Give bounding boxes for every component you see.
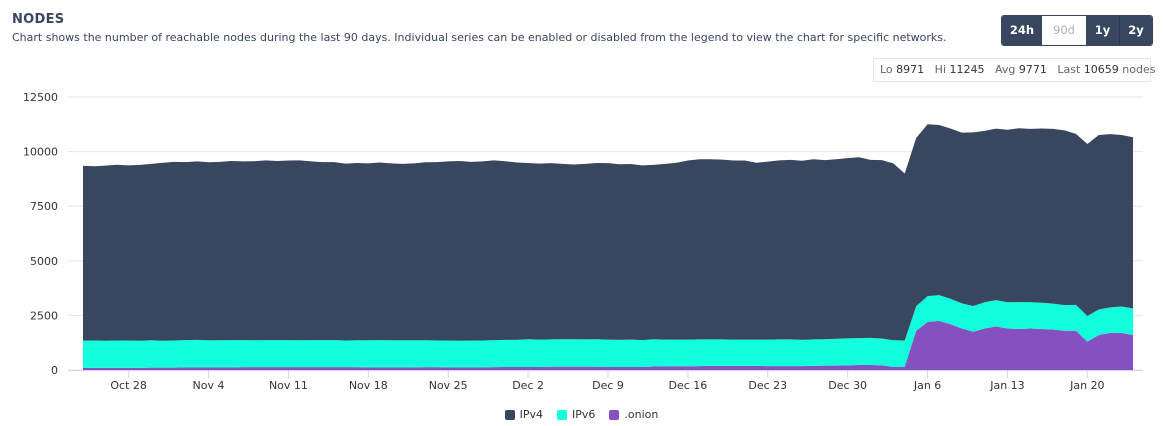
range-90d-button[interactable]: 90d: [1042, 16, 1086, 45]
legend-item-onion[interactable]: .onion: [609, 408, 658, 421]
legend-label-ipv4: IPv4: [519, 408, 544, 421]
stat-last-label: Last: [1057, 63, 1081, 76]
chart-description: Chart shows the number of reachable node…: [12, 31, 947, 44]
area-ipv4: [83, 124, 1133, 341]
range-2y-button[interactable]: 2y: [1119, 16, 1152, 45]
legend-label-ipv6: IPv6: [572, 408, 596, 421]
y-tick-label: 10000: [23, 146, 58, 159]
x-tick-label: Dec 2: [512, 379, 544, 392]
range-1y-button[interactable]: 1y: [1086, 16, 1119, 45]
legend-item-ipv4[interactable]: IPv4: [504, 408, 544, 421]
legend-label-onion: .onion: [624, 408, 659, 421]
stat-lo-label: Lo: [880, 63, 893, 76]
x-tick-label: Jan 20: [1069, 379, 1104, 392]
y-tick-label: 0: [51, 364, 58, 377]
y-tick-label: 2500: [30, 309, 58, 322]
x-tick-label: Nov 18: [349, 379, 388, 392]
range-24h-button[interactable]: 24h: [1002, 16, 1042, 45]
x-tick-label: Nov 11: [269, 379, 308, 392]
y-tick-label: 12500: [23, 91, 58, 104]
stat-last-value: 10659: [1083, 63, 1119, 76]
stat-last-unit: nodes: [1122, 63, 1156, 76]
x-tick-label: Dec 9: [592, 379, 624, 392]
x-tick-label: Oct 28: [110, 379, 147, 392]
x-tick-label: Nov 4: [193, 379, 225, 392]
stat-avg-value: 9771: [1018, 63, 1047, 76]
legend-swatch-ipv6: [557, 409, 568, 420]
y-tick-label: 7500: [30, 200, 58, 213]
area-ipv6: [83, 295, 1133, 368]
stat-hi-value: 11245: [949, 63, 985, 76]
x-tick-label: Jan 6: [913, 379, 941, 392]
y-tick-label: 5000: [30, 255, 58, 268]
x-tick-label: Dec 30: [828, 379, 867, 392]
page-title: NODES: [12, 12, 65, 27]
x-tick-label: Dec 16: [669, 379, 708, 392]
stat-hi-label: Hi: [934, 63, 946, 76]
legend-swatch-onion: [609, 409, 620, 420]
legend-item-ipv6[interactable]: IPv6: [557, 408, 595, 421]
chart-legend: IPv4 IPv6 .onion: [0, 408, 1163, 421]
stat-lo-value: 8971: [896, 63, 925, 76]
x-tick-label: Dec 23: [748, 379, 787, 392]
x-tick-label: Jan 13: [989, 379, 1024, 392]
stat-avg-label: Avg: [995, 63, 1016, 76]
area-onion: [83, 320, 1133, 370]
legend-swatch-ipv4: [504, 409, 515, 420]
time-range-selector: 24h 90d 1y 2y: [1001, 15, 1153, 46]
stats-summary: Lo 8971 Hi 11245 Avg 9771 Last 10659 nod…: [873, 58, 1155, 82]
x-tick-label: Nov 25: [429, 379, 468, 392]
